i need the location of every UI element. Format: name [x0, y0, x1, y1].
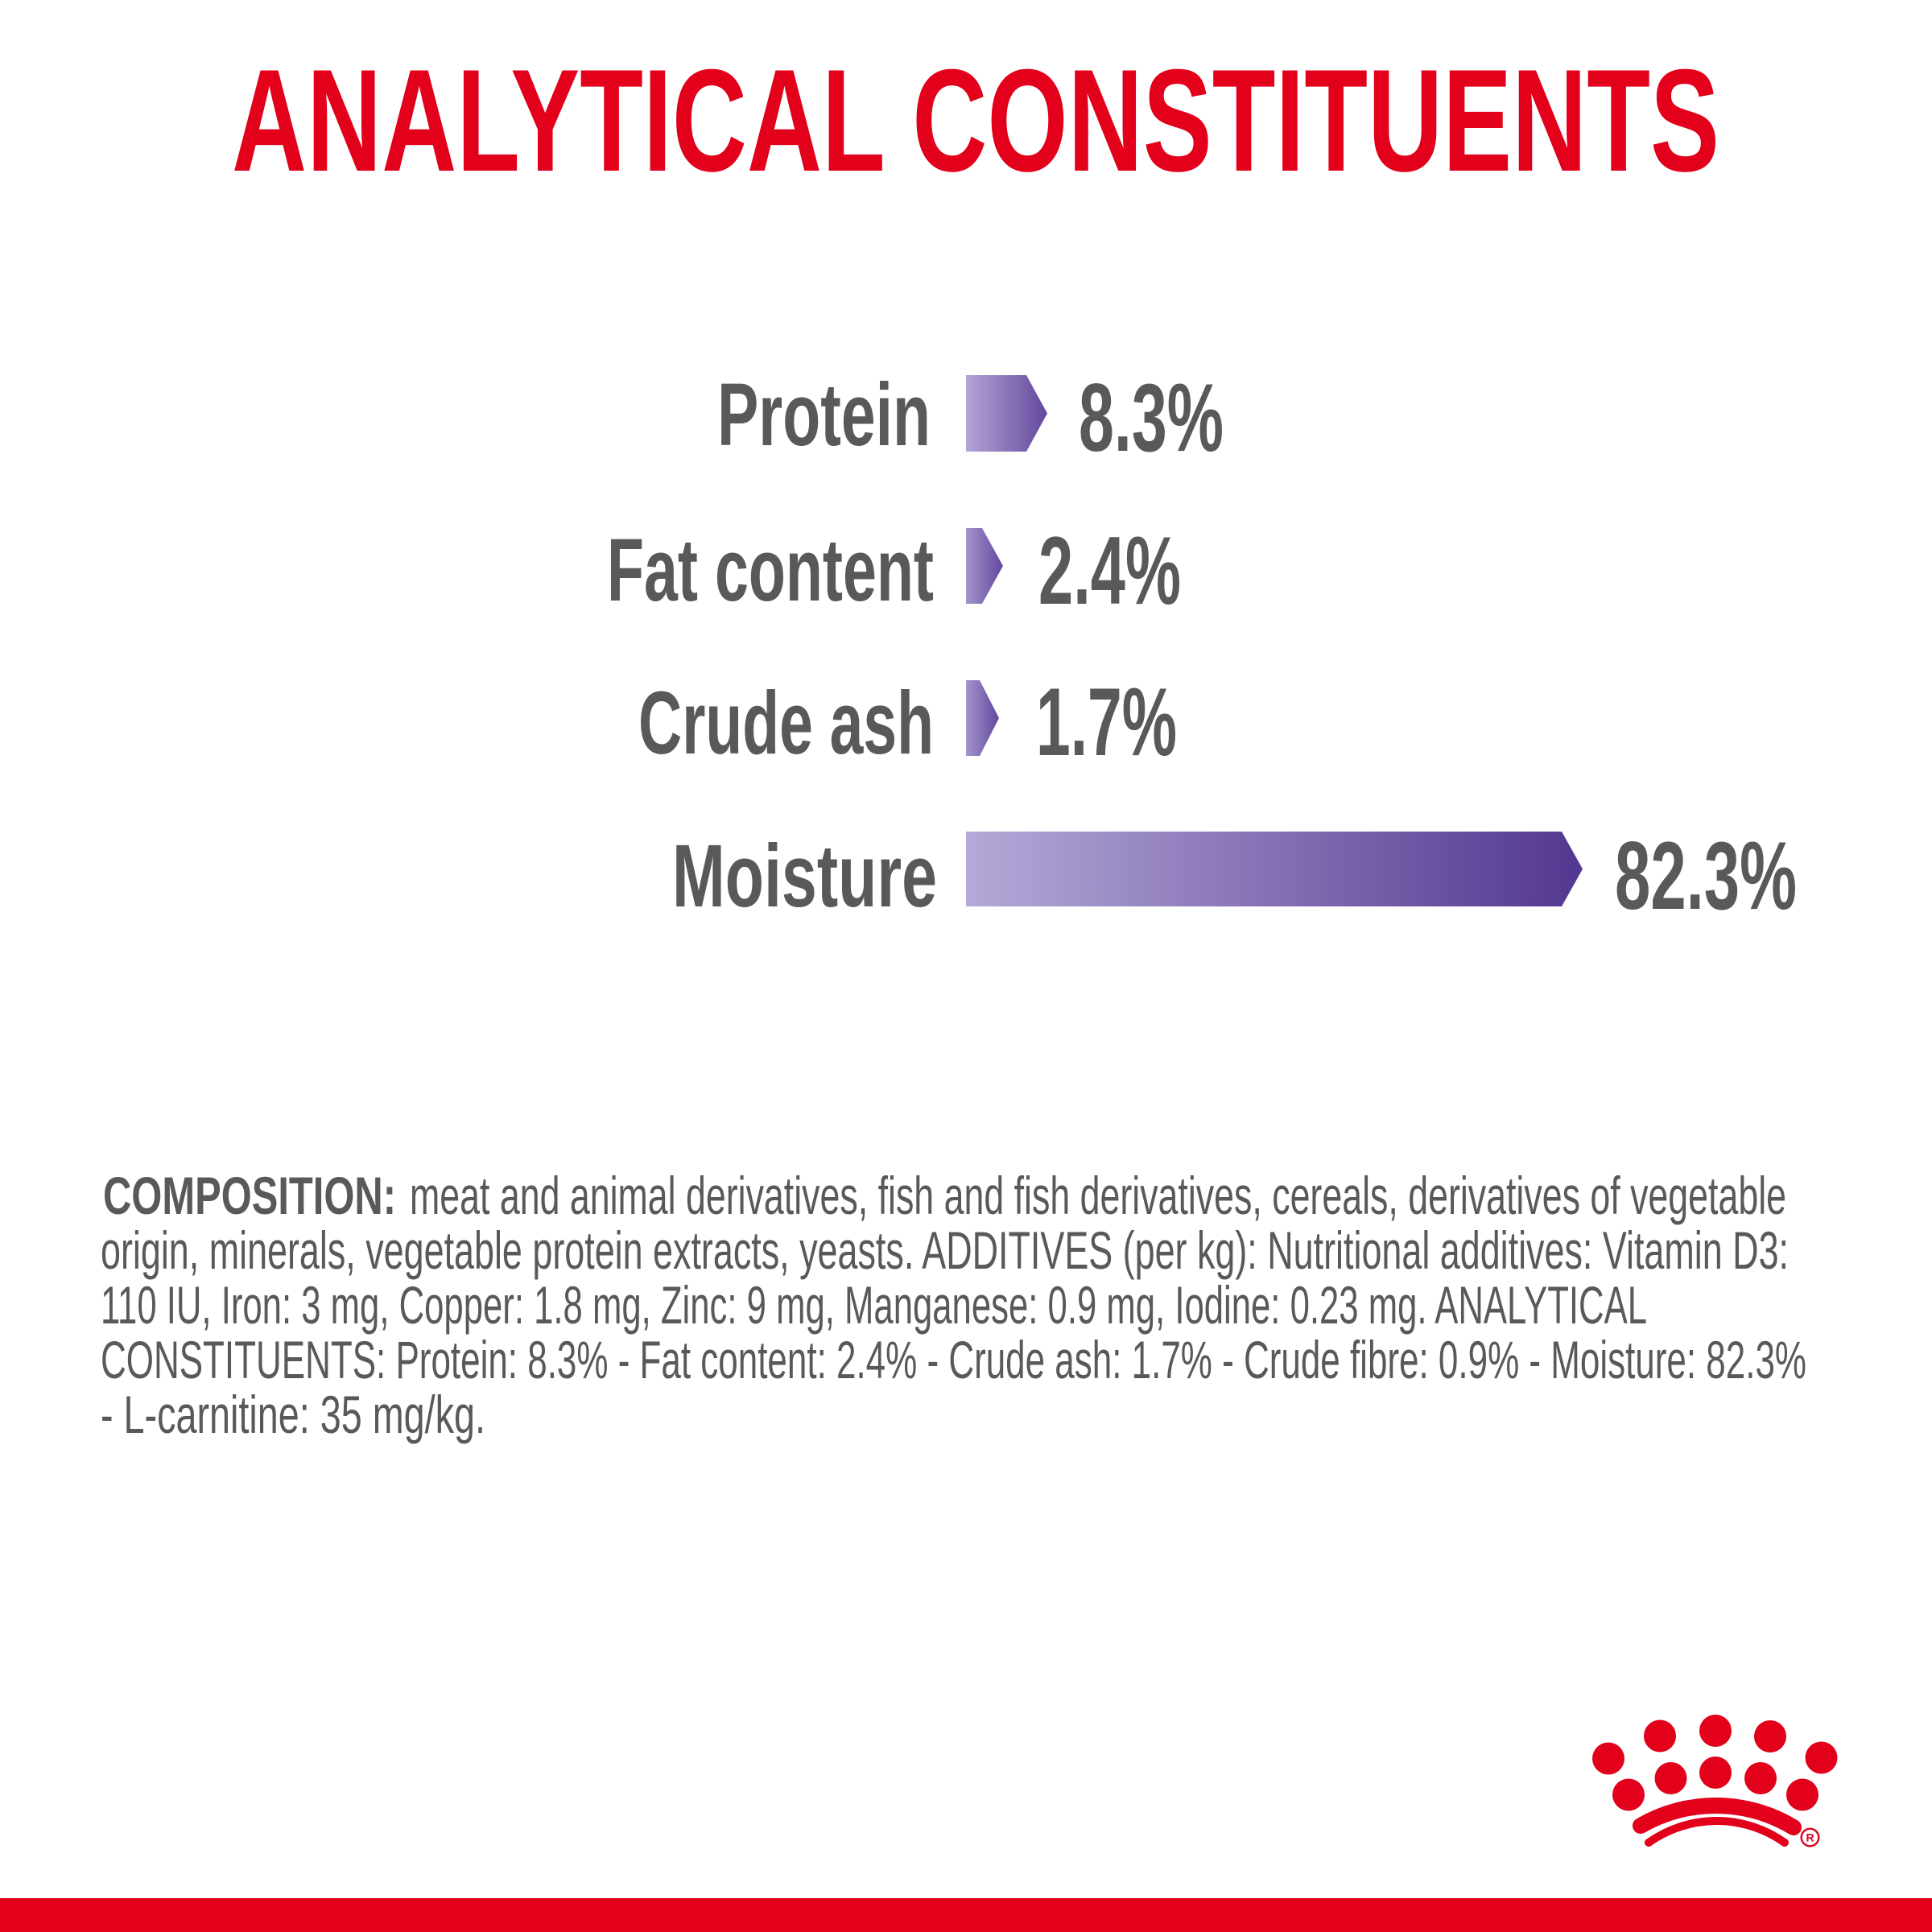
svg-text:origin, minerals, vegetable pr: origin, minerals, vegetable protein extr… [101, 1220, 1789, 1280]
svg-text:R: R [1806, 1831, 1814, 1844]
svg-text:Protein: Protein [717, 365, 931, 464]
svg-text:Crude ash: Crude ash [638, 674, 934, 773]
svg-text:ANALYTICAL CONSTITUENTS: ANALYTICAL CONSTITUENTS [232, 39, 1719, 202]
svg-text:110 IU, Iron: 3 mg, Copper: 1.: 110 IU, Iron: 3 mg, Copper: 1.8 mg, Zinc… [101, 1275, 1647, 1335]
svg-text:Moisture: Moisture [672, 827, 937, 926]
svg-text:meat and animal derivatives, f: meat and animal derivatives, fish and fi… [410, 1166, 1786, 1225]
svg-text:2.4%: 2.4% [1038, 517, 1181, 625]
svg-text:8.3%: 8.3% [1079, 364, 1224, 472]
svg-text:COMPOSITION:: COMPOSITION: [103, 1166, 396, 1225]
svg-text:82.3%: 82.3% [1615, 822, 1797, 930]
svg-text:Fat content: Fat content [607, 521, 934, 620]
svg-text:1.7%: 1.7% [1036, 668, 1177, 776]
svg-text:CONSTITUENTS: Protein: 8.3% -: CONSTITUENTS: Protein: 8.3% - Fat conten… [101, 1330, 1806, 1389]
svg-text:- L-carnitine: 35 mg/kg.: - L-carnitine: 35 mg/kg. [101, 1385, 485, 1444]
